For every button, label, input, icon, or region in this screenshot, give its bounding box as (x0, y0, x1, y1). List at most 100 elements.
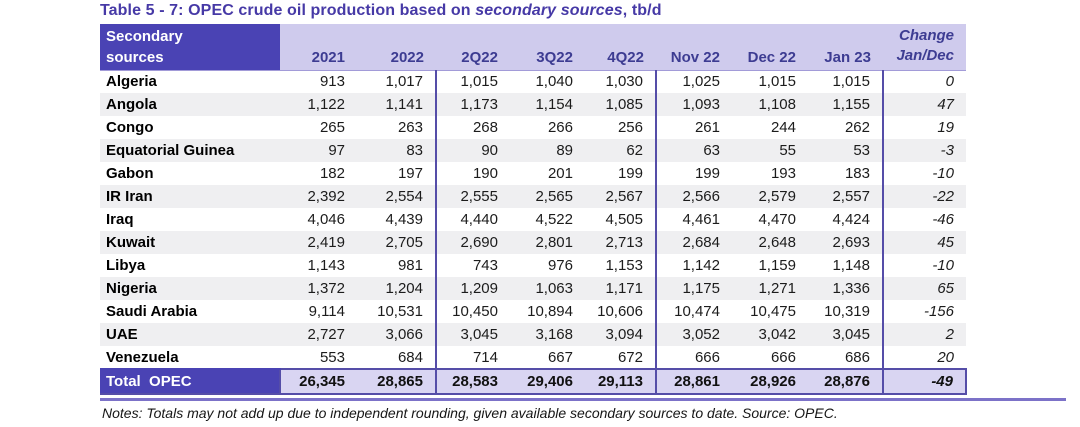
change-cell: 0 (945, 73, 954, 91)
col-header-dec22: Dec 22 (732, 24, 808, 71)
header-label-line2: sources (106, 49, 164, 66)
country-label: Equatorial Guinea (100, 139, 280, 162)
col-header-change: Change Jan/Dec (883, 24, 966, 71)
table-row: Iraq 4,046 4,439 4,440 4,522 4,505 4,461 4,470 4… (100, 208, 966, 231)
change-cell: 47 (883, 93, 966, 116)
total-change-cell: -49 (883, 368, 967, 395)
value-cell: 53 (808, 139, 884, 162)
value-cell: 2,579 (732, 185, 808, 208)
value-cell: 4,470 (758, 211, 796, 228)
value-cell: 97 (280, 139, 357, 162)
header-label-line1: Secondary (106, 28, 183, 45)
change-cell: 45 (883, 231, 966, 254)
value-cell: 2,801 (510, 231, 585, 254)
total-label: Total OPEC (100, 368, 280, 395)
value-cell: 1,336 (808, 277, 884, 300)
country-label: Libya (106, 257, 146, 274)
value-cell: 63 (656, 139, 732, 162)
value-cell: 10,450 (452, 303, 498, 320)
value-cell: 1,153 (585, 254, 657, 277)
value-cell: 9,114 (308, 303, 345, 320)
change-cell: -3 (883, 139, 966, 162)
change-cell: -10 (932, 165, 954, 182)
total-value-cell: 28,861 (656, 368, 732, 395)
value-cell: 4,461 (682, 211, 720, 228)
col-header-nov22: Nov 22 (656, 24, 732, 71)
value-cell: 672 (585, 346, 657, 369)
table-row: Kuwait 2,419 2,705 2,690 2,801 2,713 2,684 2,64… (100, 231, 966, 254)
country-label: UAE (100, 323, 280, 346)
total-value-cell: 29,406 (510, 368, 585, 395)
value-cell: 666 (770, 348, 796, 366)
value-cell: 981 (357, 254, 437, 277)
value-cell: 2,567 (585, 185, 657, 208)
country-label: Angola (100, 93, 280, 116)
table-body: Algeria 913 1,017 1,015 1,040 1,030 1,025 1,015… (100, 70, 967, 395)
value-cell: 1,143 (307, 257, 345, 274)
change-cell: -46 (932, 211, 954, 228)
value-cell: 261 (694, 119, 720, 136)
value-cell: 684 (357, 346, 437, 369)
value-cell: 1,154 (510, 93, 585, 116)
table-row: Algeria 913 1,017 1,015 1,040 1,030 1,025 1,015… (100, 70, 966, 93)
change-cell: -156 (923, 303, 954, 320)
value-cell: 182 (319, 165, 345, 182)
value-cell: 3,052 (656, 323, 732, 346)
value-cell: 686 (808, 346, 884, 369)
value-cell: 10,319 (808, 300, 884, 323)
title-italic-part: secondary sources (475, 2, 623, 19)
value-cell: 1,271 (732, 277, 808, 300)
change-cell: 2 (883, 323, 966, 346)
value-cell: 2,713 (585, 231, 657, 254)
value-cell: 3,045 (808, 323, 884, 346)
value-cell: 2,684 (656, 231, 732, 254)
value-cell: 4,439 (357, 208, 437, 231)
col-header-jan23: Jan 23 (808, 24, 883, 71)
value-cell: 2,566 (656, 185, 732, 208)
value-cell: 1,142 (682, 257, 720, 274)
value-cell: 2,648 (732, 231, 808, 254)
value-cell: 1,025 (682, 73, 720, 91)
value-cell: 1,015 (460, 73, 498, 91)
value-cell: 2,565 (510, 185, 585, 208)
value-cell: 256 (585, 116, 657, 139)
value-cell: 2,705 (357, 231, 437, 254)
value-cell: 3,042 (732, 323, 808, 346)
value-cell: 2,690 (436, 231, 510, 254)
value-cell: 4,424 (808, 208, 884, 231)
total-value-cell: 28,583 (436, 368, 510, 395)
table-row: Congo 265 263 268 266 256 261 244 262 19 (100, 116, 966, 139)
value-cell: 743 (472, 257, 498, 274)
value-cell: 183 (808, 162, 884, 185)
value-cell: 1,040 (535, 73, 573, 91)
value-cell: 1,159 (758, 257, 796, 274)
total-value-cell: 26,345 (279, 368, 357, 395)
value-cell: 2,693 (808, 231, 884, 254)
title-prefix: Table 5 - 7: OPEC crude oil production b… (100, 2, 476, 19)
value-cell: 244 (770, 119, 796, 136)
value-cell: 89 (510, 139, 585, 162)
value-cell: 913 (319, 73, 345, 91)
value-cell: 266 (547, 119, 573, 136)
value-cell: 83 (357, 139, 437, 162)
production-table: Secondary sources 2021 2022 2Q22 3Q22 4Q… (100, 24, 967, 395)
total-value-cell: 28,926 (732, 368, 808, 395)
title-suffix: , tb/d (622, 2, 662, 19)
value-cell: 10,894 (527, 303, 573, 320)
value-cell: 90 (436, 139, 510, 162)
value-cell: 2,392 (280, 185, 357, 208)
value-cell: 1,171 (585, 277, 657, 300)
country-label: IR Iran (100, 185, 280, 208)
change-header-line2: Jan/Dec (896, 46, 954, 64)
value-cell: 2,555 (436, 185, 510, 208)
value-cell: 2,419 (280, 231, 357, 254)
total-value-cell: 28,865 (357, 368, 437, 395)
value-cell: 4,046 (307, 211, 345, 228)
table-container: Table 5 - 7: OPEC crude oil production b… (100, 2, 967, 395)
table-row: Saudi Arabia 9,114 10,531 10,450 10,894 10,60… (100, 300, 966, 323)
table-row: Equatorial Guinea 97 83 90 89 62 63 55 53 -3 (100, 139, 966, 162)
value-cell: 10,606 (585, 300, 657, 323)
value-cell: 3,045 (436, 323, 510, 346)
value-cell: 262 (808, 116, 884, 139)
value-cell: 1,204 (357, 277, 437, 300)
